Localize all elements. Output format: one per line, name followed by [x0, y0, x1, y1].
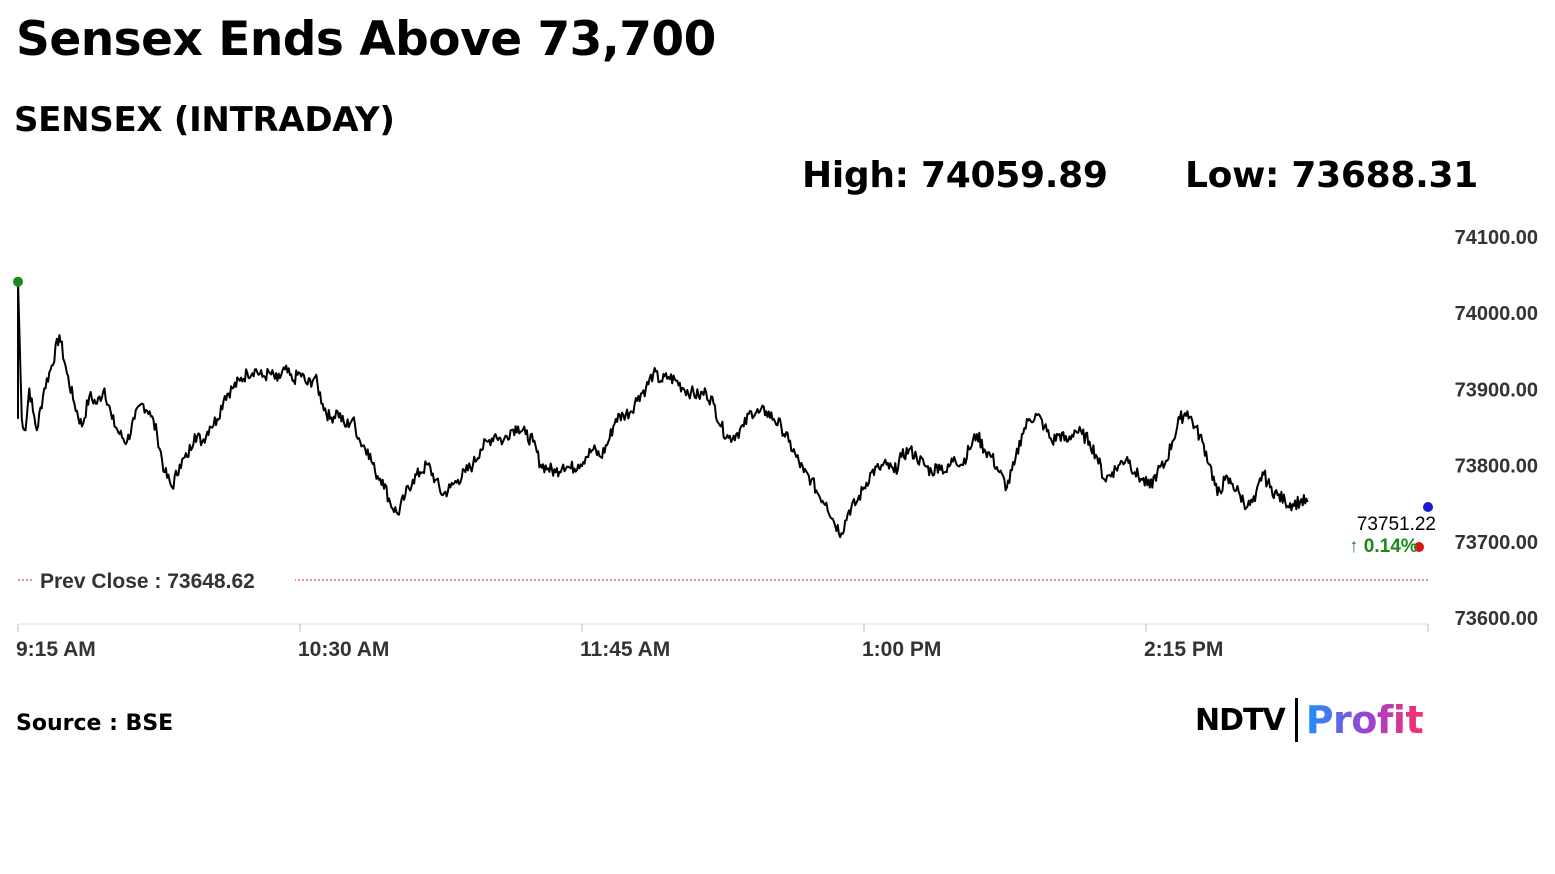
y-tick-label: 74000.00 [1455, 303, 1538, 325]
last-value-label: 73751.22 [1357, 514, 1436, 535]
day-low: Low: 73688.31 [1185, 155, 1478, 196]
y-tick-label: 73600.00 [1455, 608, 1538, 630]
change-marker [1414, 542, 1424, 552]
source-credit: Source : BSE [16, 711, 174, 736]
logo-profit-text: Profit [1305, 698, 1424, 742]
y-tick-label: 73900.00 [1455, 379, 1538, 401]
y-axis: 74100.00 74000.00 73900.00 73800.00 73700.00… [1455, 227, 1538, 630]
logo-divider [1294, 698, 1298, 742]
intraday-line-chart: 74100.00 74000.00 73900.00 73800.00 73700.00… [13, 227, 1538, 661]
x-tick-label: 9:15 AM [16, 638, 96, 661]
open-marker [13, 276, 23, 287]
y-tick-label: 74100.00 [1455, 227, 1538, 249]
change-percent-label: ↑ 0.14% [1349, 536, 1418, 557]
x-tick-label: 1:00 PM [862, 638, 941, 661]
headline: Sensex Ends Above 73,700 [16, 12, 716, 67]
y-tick-label: 73800.00 [1455, 456, 1538, 478]
prev-close-label-bg [33, 565, 295, 594]
prev-close-label: Prev Close : 73648.62 [40, 570, 255, 593]
x-tick-label: 11:45 AM [580, 638, 670, 661]
x-axis: 9:15 AM 10:30 AM 11:45 AM 1:00 PM 2:15 PM [16, 623, 1429, 661]
x-tick-label: 2:15 PM [1144, 638, 1223, 661]
current-marker [1423, 502, 1433, 512]
x-tick-label: 10:30 AM [298, 638, 389, 661]
ndtv-profit-logo: NDTV Profit [1195, 696, 1424, 744]
series-group [17, 281, 1309, 539]
sensex-line [17, 281, 1309, 539]
y-tick-label: 73700.00 [1455, 532, 1538, 554]
markers-group: 73751.22↑ 0.14% [13, 276, 1436, 557]
day-high: High: 74059.89 [802, 155, 1108, 196]
logo-ndtv-text: NDTV [1195, 702, 1286, 738]
chart-subtitle: SENSEX (INTRADAY) [14, 100, 395, 140]
prev-close-group: Prev Close : 73648.62 [18, 565, 1428, 594]
